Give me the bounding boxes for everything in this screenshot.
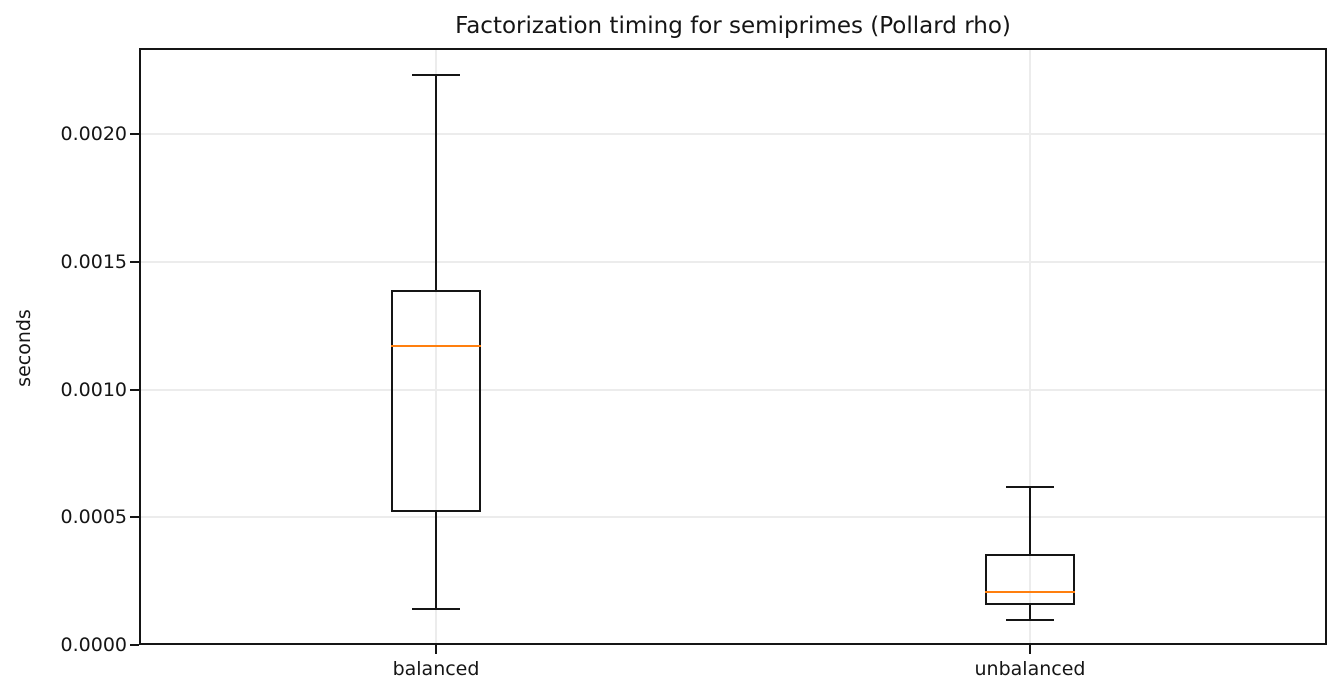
x-axis-tick [435, 645, 437, 654]
iqr-box [985, 554, 1075, 606]
lower-whisker [435, 512, 437, 610]
median-line [391, 345, 481, 348]
x-tick-label: unbalanced [974, 658, 1086, 680]
y-axis-tick [130, 388, 139, 391]
y-axis-tick [130, 260, 139, 263]
y-tick-label: 0.0010 [60, 378, 127, 401]
x-axis-tick [1029, 645, 1031, 654]
h-gridline [139, 516, 1327, 519]
upper-whisker [1029, 486, 1031, 555]
y-tick-label: 0.0015 [60, 250, 127, 273]
v-gridline [1029, 48, 1031, 645]
lower-whisker-cap [412, 608, 460, 611]
lower-whisker-cap [1006, 618, 1054, 621]
plot-area [139, 48, 1327, 645]
y-axis-tick [130, 516, 139, 519]
median-line [985, 591, 1075, 594]
y-axis-label: seconds [13, 309, 35, 387]
upper-whisker-cap [1006, 485, 1054, 488]
y-tick-label: 0.0020 [60, 123, 127, 145]
y-axis-tick [130, 133, 139, 135]
y-tick-label: 0.0005 [60, 506, 127, 529]
h-gridline [139, 260, 1327, 263]
h-gridline [139, 388, 1327, 391]
lower-whisker [1029, 605, 1031, 620]
upper-whisker-cap [412, 74, 460, 77]
y-tick-label: 0.0000 [60, 634, 127, 656]
chart-title: Factorization timing for semiprimes (Pol… [455, 13, 1011, 39]
iqr-box [391, 289, 481, 513]
h-gridline [139, 133, 1327, 135]
y-axis-tick [130, 644, 139, 646]
upper-whisker [435, 75, 437, 290]
x-tick-label: balanced [392, 658, 480, 680]
